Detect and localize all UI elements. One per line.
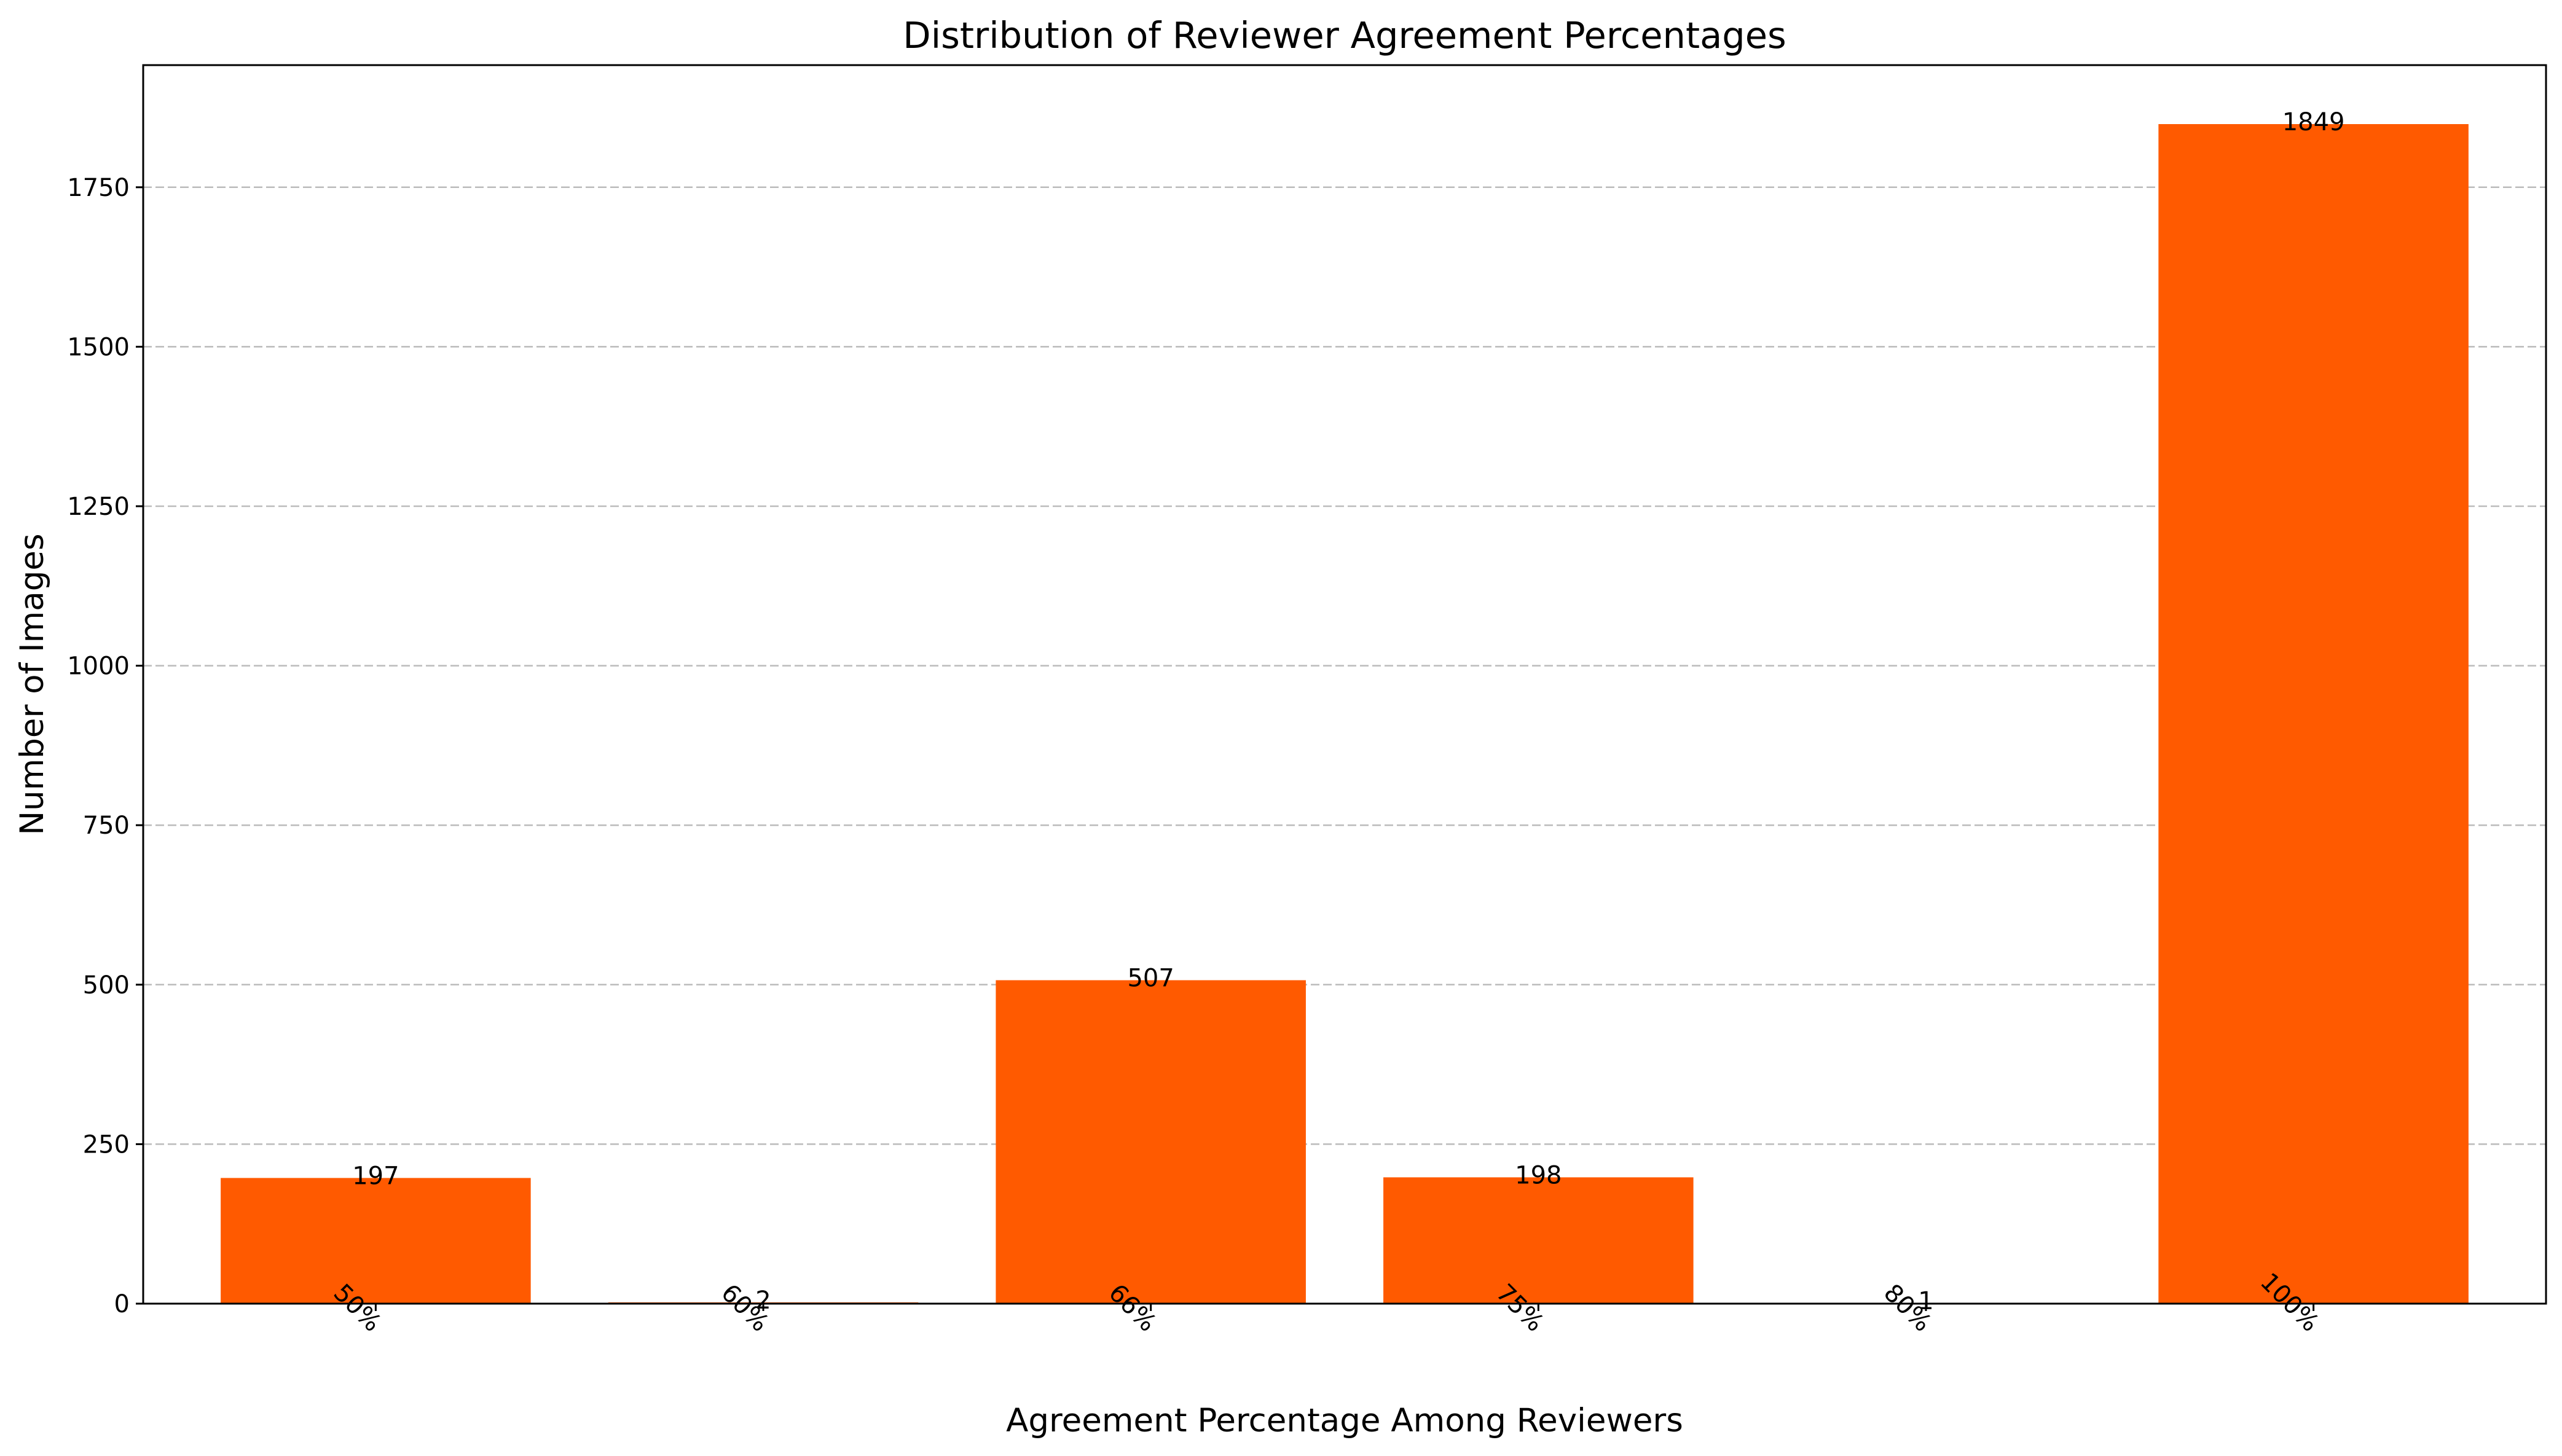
bars (221, 124, 2469, 1304)
bar-2 (996, 980, 1306, 1304)
data-label-0: 197 (352, 1162, 399, 1190)
y-tick-label-2: 500 (83, 971, 130, 1000)
bar-5 (2158, 124, 2469, 1304)
bar-0 (221, 1178, 531, 1304)
y-tick-label-5: 1250 (67, 493, 130, 521)
chart-title: Distribution of Reviewer Agreement Perce… (903, 14, 1786, 57)
y-tick-label-4: 1000 (67, 652, 130, 681)
data-label-3: 198 (1515, 1161, 1562, 1189)
bar-3 (1383, 1177, 1694, 1304)
y-tick-label-0: 0 (114, 1290, 130, 1318)
data-label-5: 1849 (2282, 108, 2345, 136)
y-axis-label: Number of Images (14, 533, 51, 835)
y-tick-label-3: 750 (83, 812, 130, 840)
y-tick-label-1: 250 (83, 1130, 130, 1159)
y-tick-label-7: 1750 (67, 174, 130, 202)
x-axis-label: Agreement Percentage Among Reviewers (1006, 1402, 1683, 1439)
data-label-2: 507 (1127, 965, 1174, 993)
axes-frame (142, 64, 2547, 1305)
y-tick-label-6: 1500 (67, 333, 130, 361)
y-axis-ticks: 0 250 500 750 1000 1250 1500 1750 (67, 174, 143, 1318)
